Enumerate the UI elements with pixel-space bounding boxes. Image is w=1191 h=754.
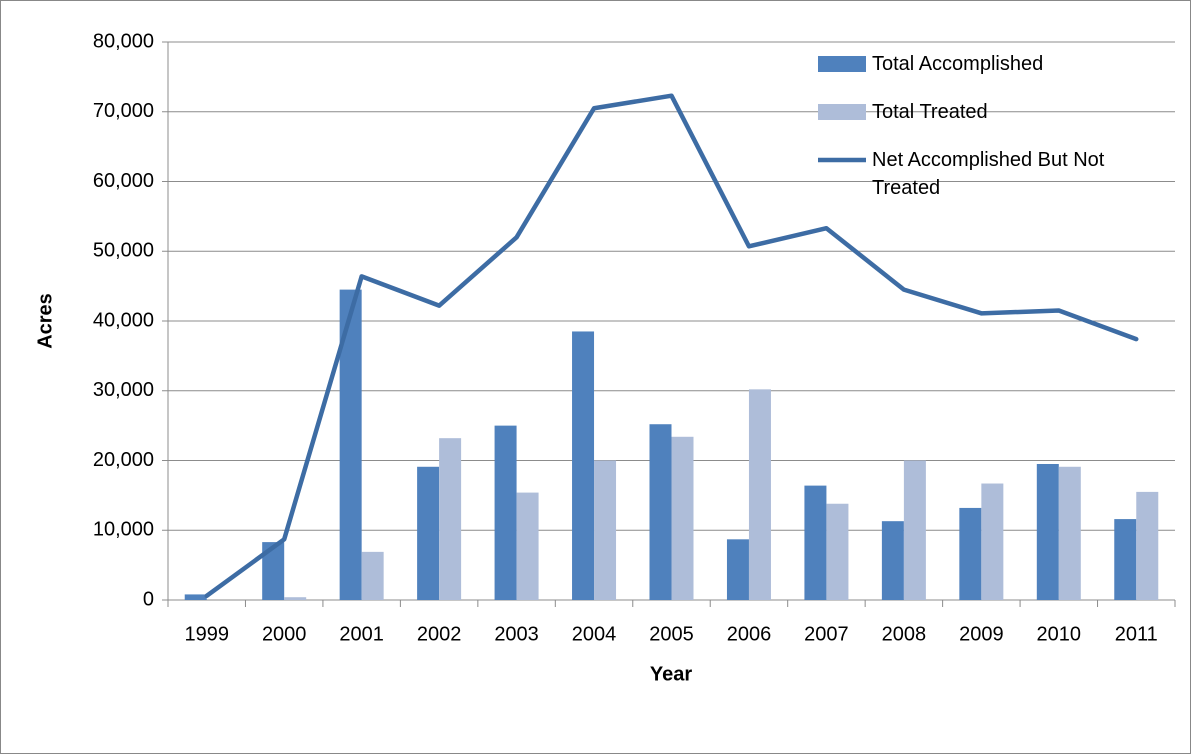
legend-item: Net Accomplished But Not Treated [818,146,1168,202]
legend-item: Total Accomplished [818,50,1168,78]
bar [439,438,462,600]
bar [361,551,384,600]
bar [671,436,694,600]
y-tick-label: 20,000 [93,449,154,471]
bar [262,542,285,600]
line-series [204,93,1139,599]
bar [826,503,849,600]
bar [981,483,1004,600]
bar [649,424,672,600]
x-tick-label: 2009 [959,623,1004,645]
y-tick-label: 40,000 [93,309,154,331]
bar [494,425,517,600]
legend-swatch [818,104,866,120]
x-tick-label: 2002 [417,623,462,645]
x-tick-label: 2010 [1037,623,1082,645]
bar [804,485,827,600]
bar [284,597,307,600]
bar [959,507,982,600]
x-tick-label: 2008 [882,623,927,645]
legend-label: Total Treated [872,101,988,123]
x-tick-label: 2011 [1115,623,1158,645]
legend-label: Net Accomplished But Not Treated [872,149,1105,199]
bar [903,460,926,600]
x-tick-label: 1999 [184,623,229,645]
y-axis-title: Acres [34,293,56,349]
bar [594,460,617,600]
legend-box [818,104,866,120]
legend-swatch [818,157,866,163]
y-tick-label: 50,000 [93,240,154,262]
bar [184,594,207,600]
y-tick-label: 70,000 [93,100,154,122]
bar [748,389,771,600]
legend-label: Total Accomplished [872,53,1044,75]
x-tick-label: 2006 [727,623,772,645]
x-tick-label: 2000 [262,623,307,645]
legend-swatch [818,56,866,72]
bar [1058,466,1081,600]
y-tick-label: 60,000 [93,170,154,192]
legend: Total Accomplished Total Treated Net Accom… [818,50,1168,222]
bar [1036,463,1059,600]
x-axis-title: Year [650,663,692,685]
legend-item: Total Treated [818,98,1168,126]
bar [572,331,595,600]
x-tick-label: 2003 [494,623,539,645]
bar [417,466,440,600]
x-tick-label: 2005 [649,623,694,645]
bar [1114,519,1137,600]
bar [726,539,749,600]
x-tick-label: 2004 [572,623,617,645]
x-tick-label: 2007 [804,623,849,645]
y-tick-label: 30,000 [93,379,154,401]
bar [1136,491,1159,600]
legend-box [818,56,866,72]
bar [516,492,539,600]
y-tick-label: 80,000 [93,30,154,52]
y-tick-label: 10,000 [93,519,154,541]
x-tick-label: 2001 [339,623,384,645]
bar [339,289,362,600]
bar [881,521,904,600]
y-tick-label: 0 [143,588,154,610]
